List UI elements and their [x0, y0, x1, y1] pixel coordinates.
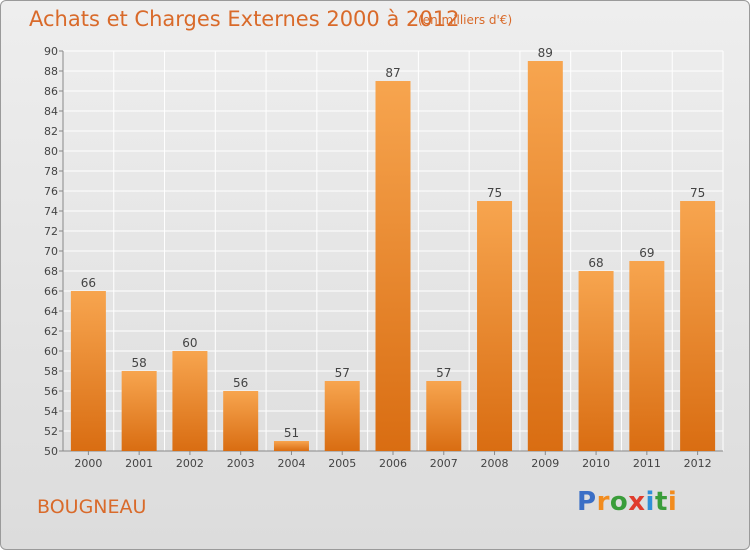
bar [121, 371, 157, 451]
label-layer: 66 58 60 56 51 57 87 57 75 89 68 69 75 [81, 46, 706, 440]
x-tick-label: 2003 [227, 457, 255, 470]
commune-name: BOUGNEAU [37, 496, 147, 518]
bar-layer [70, 61, 716, 451]
bar-value-label: 57 [335, 366, 350, 380]
bar [375, 81, 411, 451]
bar-value-label: 60 [182, 336, 197, 350]
bar [527, 61, 563, 451]
bar [70, 291, 106, 451]
y-tick-label: 78 [44, 165, 58, 178]
logo-letter: P [577, 487, 597, 517]
bar-value-label: 56 [233, 376, 248, 390]
y-tick-label: 84 [44, 105, 58, 118]
logo-letter: i [645, 487, 655, 517]
bar [273, 441, 309, 451]
x-tick-label: 2012 [684, 457, 712, 470]
y-tick-label: 76 [44, 185, 58, 198]
y-tick-label: 62 [44, 325, 58, 338]
bar-value-label: 51 [284, 426, 299, 440]
x-tick-label: 2011 [633, 457, 661, 470]
y-tick-label: 66 [44, 285, 58, 298]
chart-title: Achats et Charges Externes 2000 à 2012 [29, 7, 460, 31]
bar [426, 381, 462, 451]
y-tick-label: 56 [44, 385, 58, 398]
bar [629, 261, 665, 451]
logo-letter: i [667, 487, 678, 517]
x-tick-label: 2005 [328, 457, 356, 470]
axis-layer: 50 52 54 56 58 60 62 64 66 68 70 72 74 76 78 80 82 84 86 88… [44, 45, 723, 470]
x-tick-label: 2002 [176, 457, 204, 470]
y-tick-label: 64 [44, 305, 58, 318]
logo-letter: t [654, 487, 668, 517]
y-tick-label: 82 [44, 125, 58, 138]
bar-value-label: 89 [538, 46, 553, 60]
y-tick-label: 50 [44, 445, 58, 458]
y-tick-label: 90 [44, 45, 58, 58]
logo-letter: x [628, 487, 646, 517]
x-tick-label: 2007 [430, 457, 458, 470]
bar [477, 201, 513, 451]
x-tick-label: 2001 [125, 457, 153, 470]
logo-letter: o [609, 487, 629, 517]
bar [578, 271, 614, 451]
bar [223, 391, 259, 451]
y-tick-label: 72 [44, 225, 58, 238]
bar [324, 381, 360, 451]
y-tick-label: 86 [44, 85, 58, 98]
proxiti-logo: Proxiti [577, 487, 677, 517]
bar-value-label: 69 [639, 246, 654, 260]
x-tick-label: 2009 [531, 457, 559, 470]
y-tick-label: 68 [44, 265, 58, 278]
bar-value-label: 57 [436, 366, 451, 380]
y-tick-label: 60 [44, 345, 58, 358]
x-tick-label: 2008 [481, 457, 509, 470]
bar [680, 201, 716, 451]
y-tick-label: 54 [44, 405, 58, 418]
bar [172, 351, 208, 451]
y-tick-label: 52 [44, 425, 58, 438]
logo-letter: r [596, 487, 610, 517]
y-tick-label: 80 [44, 145, 58, 158]
x-tick-label: 2000 [74, 457, 102, 470]
bar-value-label: 66 [81, 276, 96, 290]
bar-value-label: 58 [132, 356, 147, 370]
bar-value-label: 68 [588, 256, 603, 270]
bar-value-label: 75 [690, 186, 705, 200]
bar-value-label: 75 [487, 186, 502, 200]
y-tick-label: 70 [44, 245, 58, 258]
x-tick-label: 2006 [379, 457, 407, 470]
y-tick-label: 88 [44, 65, 58, 78]
x-tick-label: 2004 [277, 457, 305, 470]
bar-value-label: 87 [385, 66, 400, 80]
y-tick-label: 58 [44, 365, 58, 378]
x-tick-label: 2010 [582, 457, 610, 470]
y-tick-label: 74 [44, 205, 58, 218]
chart-subtitle: (en milliers d'€) [418, 13, 513, 27]
